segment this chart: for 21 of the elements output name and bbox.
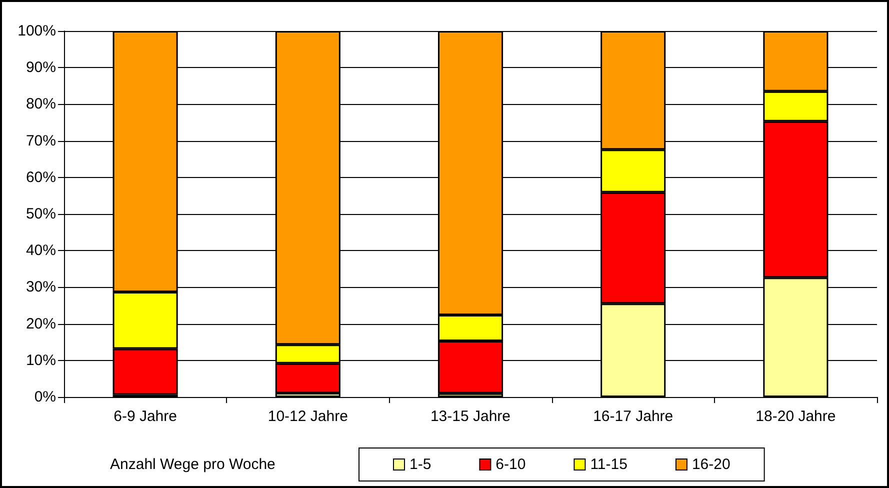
y-tick-label: 100%	[18, 22, 56, 40]
y-tick-label: 0%	[34, 388, 56, 406]
y-tick-label: 30%	[26, 278, 56, 296]
y-tick-label: 60%	[26, 168, 56, 186]
y-tick-label: 90%	[26, 59, 56, 76]
legend-title: Anzahl Wege pro Woche	[110, 456, 276, 473]
y-tick-label: 70%	[26, 132, 56, 150]
y-tick-label: 80%	[26, 96, 56, 113]
x-tick-label: 13-15 Jahre	[430, 408, 511, 425]
legend-label: 11-15	[590, 456, 628, 473]
x-tick-label: 16-17 Jahre	[593, 408, 674, 425]
legend-label: 16-20	[692, 456, 730, 473]
legend-label: 1-5	[410, 456, 432, 473]
y-tick-label: 40%	[26, 242, 56, 260]
x-tick-label: 18-20 Jahre	[756, 408, 836, 425]
y-tick-label: 20%	[26, 315, 56, 332]
y-tick-label: 10%	[26, 352, 56, 369]
x-tick-label: 10-12 Jahre	[268, 408, 348, 425]
legend-label: 6-10	[496, 456, 526, 473]
y-tick-label: 50%	[26, 206, 56, 222]
x-tick-label: 6-9 Jahre	[114, 408, 177, 425]
